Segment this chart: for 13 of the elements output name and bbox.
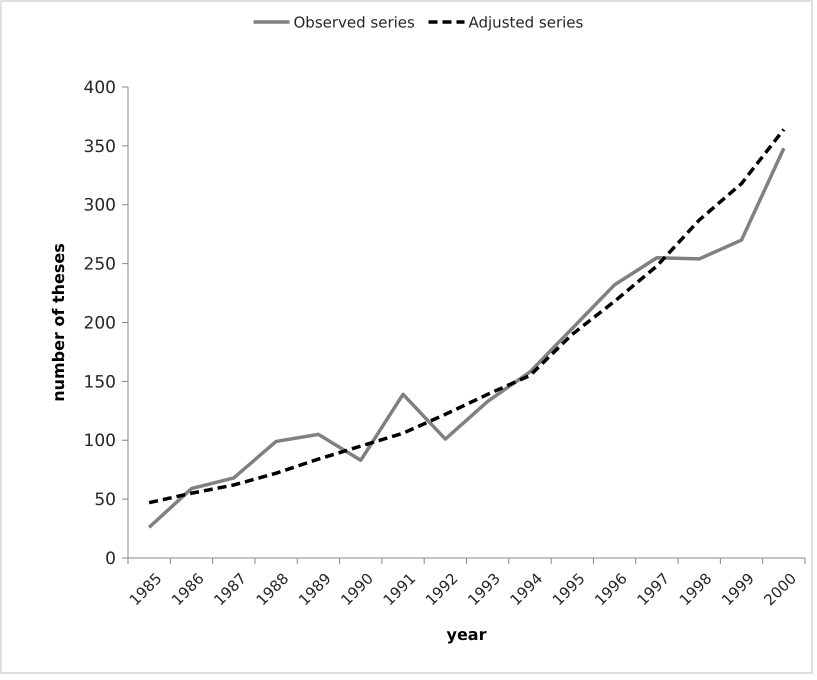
legend-label: Observed series [294,13,416,32]
x-axis-title: year [446,625,487,644]
y-tick-label: 200 [84,313,116,334]
y-tick-label: 350 [84,136,116,157]
y-tick-label: 150 [84,372,116,392]
y-axis-title: number of theses [49,243,68,402]
y-tick-label: 50 [94,490,116,510]
y-tick-label: 0 [105,548,116,569]
y-tick-label: 400 [84,78,116,98]
legend-label: Adjusted series [468,13,584,32]
y-tick-label: 250 [84,254,116,275]
y-tick-label: 100 [84,431,116,452]
y-tick-label: 300 [84,196,116,216]
